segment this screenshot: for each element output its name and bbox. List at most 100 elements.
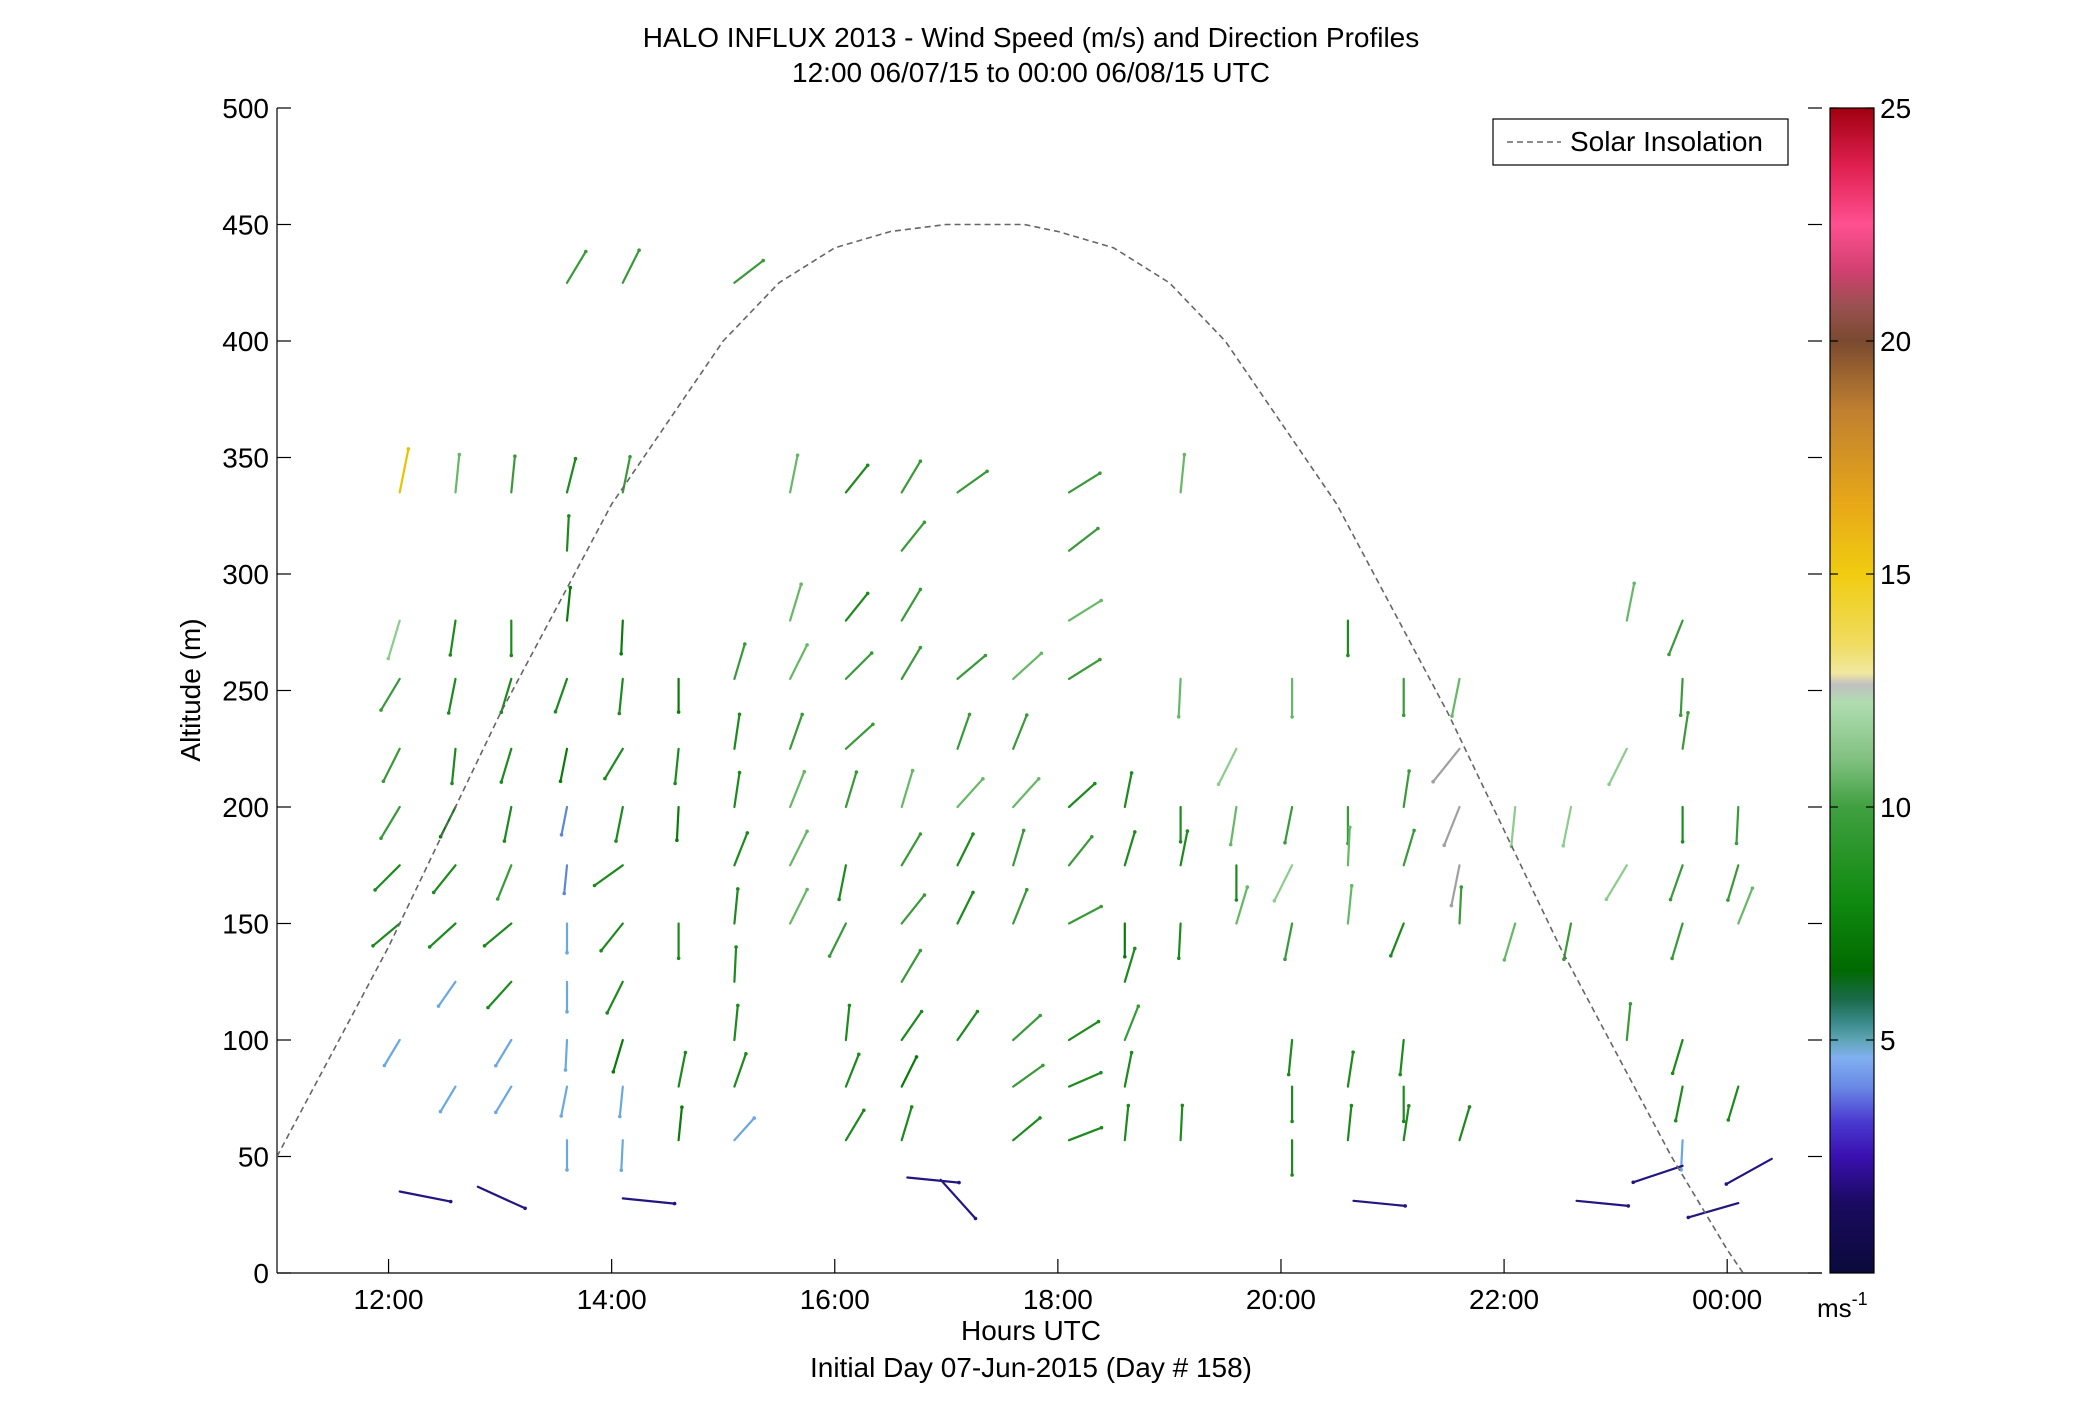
wind-barb-shaft	[1012, 1116, 1042, 1142]
wind-barb-shaft	[1679, 677, 1684, 717]
wind-barb	[565, 585, 573, 622]
wind-barb-head	[448, 1199, 453, 1204]
wind-barb	[1290, 1085, 1294, 1124]
x-tick-label: 14:00	[577, 1284, 647, 1315]
y-tick-label: 50	[238, 1142, 269, 1173]
wind-barb	[1575, 1199, 1631, 1208]
legend: Solar Insolation	[1492, 118, 1789, 166]
wind-barb-head	[673, 781, 677, 786]
wind-barb-head	[617, 711, 622, 716]
wind-barb-shaft	[1726, 864, 1740, 902]
wind-barb-head	[592, 883, 597, 888]
wind-barb-shaft	[1123, 830, 1136, 867]
wind-barb-shaft	[606, 980, 624, 1015]
wind-barb-shaft	[1458, 885, 1463, 925]
wind-barb-shaft	[900, 460, 922, 494]
wind-barb-head	[599, 948, 603, 953]
wind-barb	[1402, 1104, 1411, 1142]
wind-barb-head	[1096, 526, 1100, 531]
wind-barb-head	[1021, 828, 1026, 833]
wind-barb	[676, 677, 681, 714]
wind-barb-shaft	[1067, 658, 1102, 681]
wind-barb-head	[619, 1168, 624, 1172]
wind-barb-head	[1129, 1050, 1134, 1055]
wind-barb	[1604, 864, 1628, 901]
wind-barb	[844, 722, 875, 750]
wind-barb-shaft	[439, 1085, 457, 1113]
wind-barb-head	[957, 1180, 961, 1185]
wind-barb-head	[1431, 779, 1435, 784]
wind-barb	[398, 447, 411, 494]
wind-barb	[900, 459, 923, 494]
wind-barb	[1012, 651, 1044, 681]
wind-barb	[1067, 526, 1100, 552]
wind-barb-shaft	[503, 805, 513, 843]
x-tick-label: 00:00	[1692, 1284, 1762, 1315]
wind-barb-shaft	[1235, 885, 1249, 925]
wind-barb	[788, 769, 807, 809]
wind-barb-head	[1673, 1118, 1678, 1123]
wind-barb-head	[857, 1052, 861, 1057]
wind-barb	[1726, 1085, 1740, 1122]
wind-barb	[1067, 1125, 1104, 1142]
wind-barb-head	[568, 585, 573, 590]
wind-barb-head	[1038, 1116, 1042, 1120]
wind-barb-head	[854, 770, 859, 774]
wind-barb	[1346, 883, 1354, 925]
wind-barb-shaft	[428, 922, 457, 949]
wind-barb-shaft	[906, 1176, 961, 1184]
wind-barb	[565, 1139, 569, 1172]
wind-barb	[900, 1055, 919, 1088]
wind-barb-head	[1126, 1103, 1131, 1108]
wind-barb	[448, 619, 457, 657]
wind-barb-shaft	[565, 457, 577, 494]
wind-barb-shaft	[1503, 922, 1517, 962]
wind-barb	[450, 747, 457, 786]
wind-barb-shaft	[1283, 922, 1294, 961]
wind-barb	[565, 456, 578, 494]
x-axis-sublabel: Initial Day 07-Jun-2015 (Day # 158)	[810, 1352, 1252, 1383]
wind-barb-head	[1349, 1103, 1354, 1108]
wind-barb	[733, 712, 742, 750]
wind-barb	[844, 1052, 861, 1088]
wind-barb-shaft	[844, 1053, 860, 1088]
wind-barb-shaft	[1012, 652, 1043, 681]
wind-barb	[677, 1105, 684, 1142]
wind-barb-head	[975, 1009, 980, 1014]
wind-barb	[1067, 1070, 1103, 1088]
wind-barb	[614, 805, 624, 843]
wind-barb	[1458, 885, 1464, 925]
wind-barb-head	[1351, 1050, 1355, 1054]
wind-barb-head	[1750, 886, 1755, 890]
wind-barb	[673, 747, 680, 786]
wind-barb-shaft	[1179, 829, 1189, 867]
wind-barb	[499, 747, 513, 784]
wind-barb-head	[1459, 885, 1464, 889]
chart-subtitle: 12:00 06/07/15 to 00:00 06/08/15 UTC	[792, 57, 1270, 88]
wind-barb	[1123, 1050, 1134, 1088]
y-axis-label: Altitude (m)	[175, 618, 206, 761]
wind-barb-shaft	[733, 771, 741, 809]
wind-barb-shaft	[1012, 888, 1028, 925]
wind-barb-head	[1041, 1063, 1045, 1068]
wind-barb-shaft	[554, 677, 569, 713]
wind-barb-head	[1290, 1173, 1294, 1177]
wind-barb-head	[1099, 904, 1103, 909]
wind-barb	[1123, 1103, 1131, 1142]
wind-barb	[1402, 769, 1411, 809]
wind-barb	[1346, 1050, 1355, 1088]
wind-barb	[1012, 887, 1029, 925]
wind-barb-head	[562, 891, 566, 896]
wind-barb	[1123, 1004, 1141, 1042]
wind-barb-shaft	[1575, 1199, 1630, 1208]
wind-barb-head	[918, 645, 923, 650]
wind-barb-head	[847, 1003, 852, 1008]
wind-barb-shaft	[500, 747, 513, 784]
wind-barb-shaft	[1402, 1104, 1410, 1142]
wind-barb-head	[1407, 769, 1411, 773]
wind-barb	[1681, 711, 1690, 750]
y-tick-label: 400	[222, 326, 269, 357]
wind-barb-shaft	[563, 864, 569, 895]
wind-barb-shaft	[1562, 805, 1573, 847]
wind-barb-shaft	[673, 747, 680, 785]
